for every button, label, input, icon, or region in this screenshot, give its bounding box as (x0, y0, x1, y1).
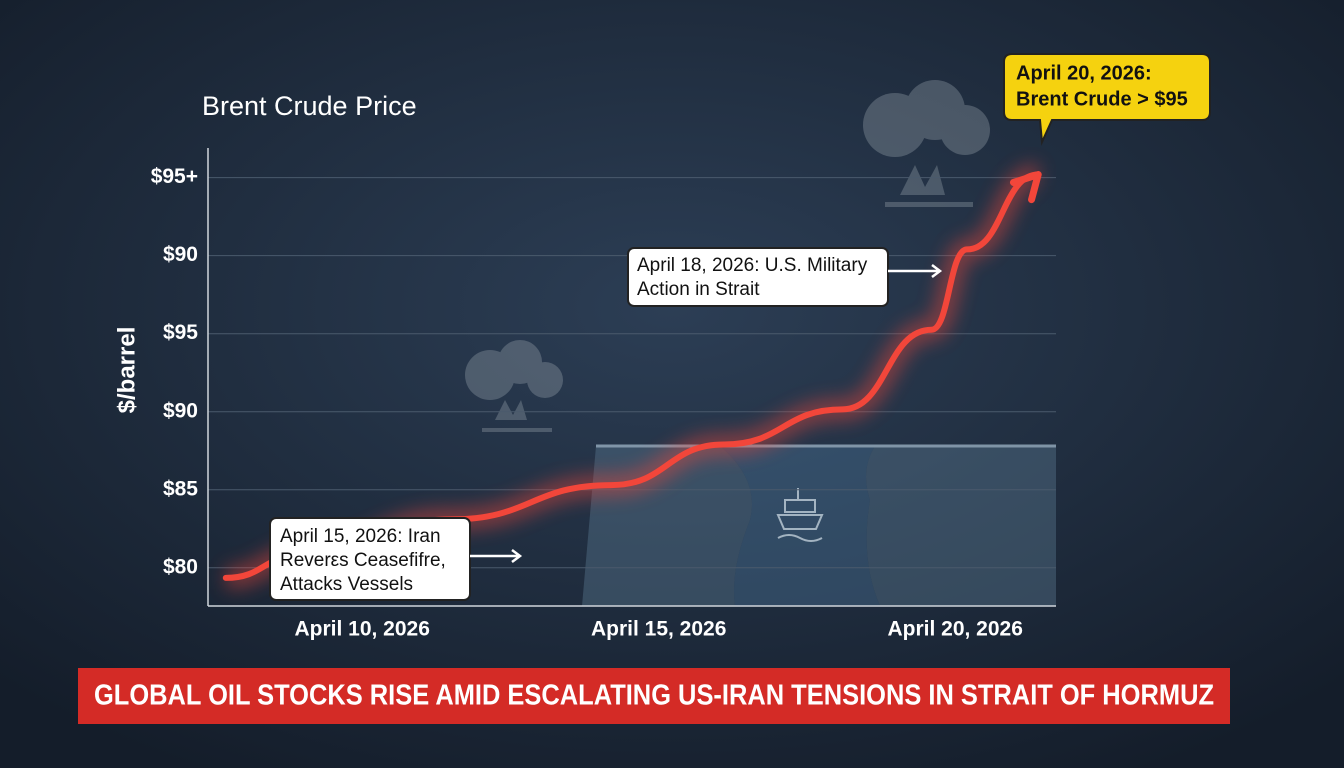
callout-text: Attacks Vessels (280, 574, 413, 595)
banner (78, 668, 1230, 724)
callout: April 15, 2026: Iran Reverεs Ceasefifre,… (269, 517, 523, 601)
callout-text: April 20, 2026: (1016, 62, 1152, 84)
callout-text: Brent Crude > $95 (1016, 88, 1188, 110)
callout-text: April 15, 2026: Iran (280, 526, 441, 547)
x-tick-label: April 10, 2026 (294, 618, 429, 641)
conflict-illustration (465, 80, 990, 432)
x-tick-label: April 15, 2026 (591, 618, 726, 641)
chart-title: Brent Crude Price (202, 91, 417, 121)
arrow-head (1009, 171, 1042, 204)
y-tick-label: $80 (163, 555, 198, 578)
strait-illustration (582, 444, 1056, 606)
y-tick-label: $90 (163, 243, 198, 266)
callout-text: April 18, 2026: U.S. Military (637, 255, 868, 276)
x-tick-label: April 20, 2026 (887, 618, 1022, 641)
y-tick-label: $85 (163, 477, 198, 500)
y-axis-label: $/barrel (113, 327, 140, 414)
y-tick-label: $90 (163, 399, 198, 422)
callout-text: Action in Strait (637, 279, 760, 300)
banner-text: GLOBAL OIL STOCKS RISE AMID ESCALATING U… (94, 680, 1214, 712)
callout: April 18, 2026: U.S. Military Action in … (627, 247, 943, 307)
callout-text: Reverεs Ceasefifre, (280, 550, 446, 571)
callout: April 20, 2026: Brent Crude > $95 (1003, 53, 1211, 146)
y-tick-label: $95 (163, 321, 198, 344)
y-tick-label: $95+ (151, 165, 198, 188)
